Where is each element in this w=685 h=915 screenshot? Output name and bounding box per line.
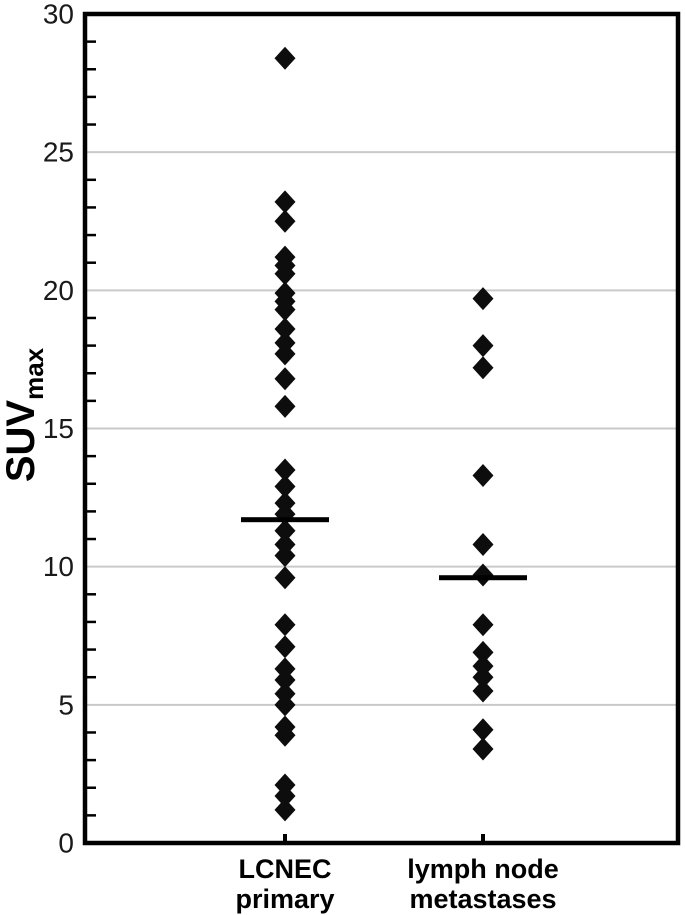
mean-line [439, 575, 527, 581]
data-point-diamond [274, 693, 296, 717]
data-point-diamond [274, 394, 296, 418]
data-point-diamond [472, 463, 494, 487]
data-point-diamond [274, 723, 296, 747]
x-category-tick [481, 834, 485, 841]
data-point-diamond [472, 356, 494, 380]
data-point-diamond [274, 566, 296, 590]
y-tick-label: 0 [58, 828, 74, 859]
x-category-label-line2: primary [235, 884, 334, 914]
data-point-diamond [472, 665, 494, 689]
data-point-diamond [274, 209, 296, 233]
data-point-diamond [472, 679, 494, 703]
data-point-diamond [274, 262, 296, 286]
x-category-label-line1: LCNEC [239, 854, 332, 884]
y-tick-label: 15 [43, 413, 74, 444]
data-point-diamond [274, 784, 296, 808]
data-point-diamond [274, 668, 296, 692]
x-category-label-line1: lymph node [407, 854, 559, 884]
mean-line [241, 517, 329, 523]
data-point-diamond [472, 334, 494, 358]
data-point-diamond [472, 563, 494, 587]
data-point-diamond [472, 640, 494, 664]
y-axis-title: SUVmax [0, 347, 49, 482]
data-point-diamond [274, 475, 296, 499]
data-point-diamond [274, 458, 296, 482]
data-point-diamond [274, 317, 296, 341]
x-category-label-line2: metastases [409, 884, 556, 914]
data-point-diamond [274, 519, 296, 543]
data-point-diamond [472, 737, 494, 761]
x-category-tick [283, 834, 287, 841]
y-axis-title-main: SUV [0, 400, 43, 483]
y-tick-label: 20 [43, 275, 74, 306]
data-point-diamond [274, 613, 296, 637]
data-point-diamond [274, 46, 296, 70]
y-tick-label: 30 [43, 0, 74, 30]
data-point-diamond [274, 367, 296, 391]
data-point-diamond [274, 298, 296, 322]
data-point-diamond [472, 287, 494, 311]
y-tick-label: 25 [43, 137, 74, 168]
data-point-diamond [274, 544, 296, 568]
data-point-diamond [274, 190, 296, 214]
y-tick-label: 5 [58, 689, 74, 720]
y-tick-label: 10 [43, 551, 74, 582]
data-point-diamond [472, 718, 494, 742]
plot-frame [82, 11, 681, 846]
data-point-diamond [472, 613, 494, 637]
data-point-diamond [274, 798, 296, 822]
y-axis-title-subscript: max [19, 347, 49, 400]
data-point-diamond [472, 533, 494, 557]
data-point-diamond [274, 342, 296, 366]
data-point-diamond [274, 635, 296, 659]
